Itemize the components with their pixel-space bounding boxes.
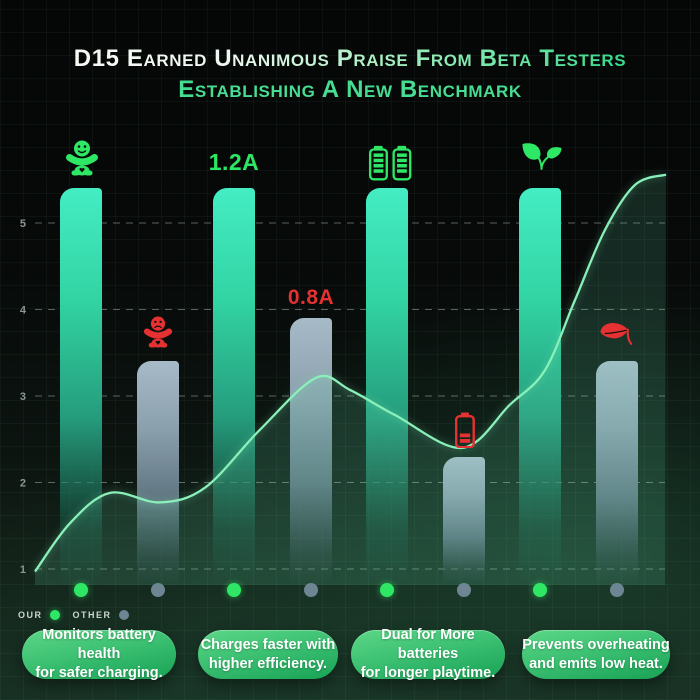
feature-pill-dual-battery: Dual for More batteries for longer playt…	[351, 627, 505, 681]
feature-pill-fast-charge: Charges faster with higher efficiency.	[198, 630, 338, 679]
legend-our-swatch	[49, 610, 60, 620]
y-axis-tick: 5	[20, 218, 26, 230]
our-dot	[227, 583, 242, 597]
dual-battery-icon	[369, 145, 412, 186]
trend-line	[34, 173, 667, 573]
y-axis-tick: 3	[20, 391, 26, 403]
our-dot	[380, 583, 395, 597]
pill-text: Charges faster with	[200, 636, 336, 653]
our-current-label: 1.2A	[208, 149, 260, 175]
other-bar-charging-current	[289, 318, 332, 585]
other-dot	[150, 583, 165, 597]
title-line-1: D15 Earned Unanimous Praise From Beta Te…	[0, 44, 700, 75]
legend-our-label: OUR	[18, 610, 43, 620]
y-axis-tick: 2	[20, 478, 26, 490]
our-bar-battery-health	[60, 188, 102, 585]
pill-text: for longer playtime.	[360, 664, 496, 681]
other-dot	[456, 583, 471, 597]
our-bar-battery-capacity	[366, 188, 409, 585]
our-dot	[533, 583, 548, 597]
pill-text: Dual for More batteries	[381, 627, 475, 663]
our-bar-charging-current	[213, 188, 256, 585]
low-battery-icon	[455, 412, 475, 453]
other-bar-battery-capacity	[442, 456, 485, 585]
y-axis-tick: 1	[20, 564, 26, 576]
legend-other-label: OTHER	[72, 610, 112, 620]
leaves-icon	[521, 141, 563, 176]
other-bar-heat-emission	[595, 361, 638, 585]
pill-text: higher efficiency.	[208, 655, 328, 672]
our-bar-heat-emission	[519, 188, 562, 585]
wilted-leaf-icon	[599, 321, 633, 351]
happy-baby-icon	[65, 138, 99, 183]
our-dot	[74, 583, 88, 597]
title-line-2: Establishing A New Benchmark	[178, 75, 522, 103]
other-dot	[609, 583, 624, 597]
pill-text: Prevents overheating	[522, 636, 670, 653]
sad-baby-icon	[143, 314, 173, 355]
page-title: D15 Earned Unanimous Praise From Beta Te…	[0, 44, 700, 105]
trend-area-fill	[35, 174, 666, 585]
feature-pill-battery-health: Monitors battery health for safer chargi…	[22, 627, 176, 681]
pill-text: Monitors battery health	[42, 627, 156, 663]
other-bar-battery-health	[136, 361, 179, 585]
feature-pill-low-heat: Prevents overheating and emits low heat.	[522, 630, 670, 679]
pill-text: and emits low heat.	[529, 655, 663, 672]
other-dot	[303, 583, 318, 597]
other-current-label: 0.8A	[287, 286, 335, 309]
y-axis-tick: 4	[20, 305, 27, 317]
legend-other-swatch	[118, 610, 129, 620]
pill-text: for safer charging.	[35, 664, 163, 681]
legend: OUR OTHER	[18, 610, 129, 620]
